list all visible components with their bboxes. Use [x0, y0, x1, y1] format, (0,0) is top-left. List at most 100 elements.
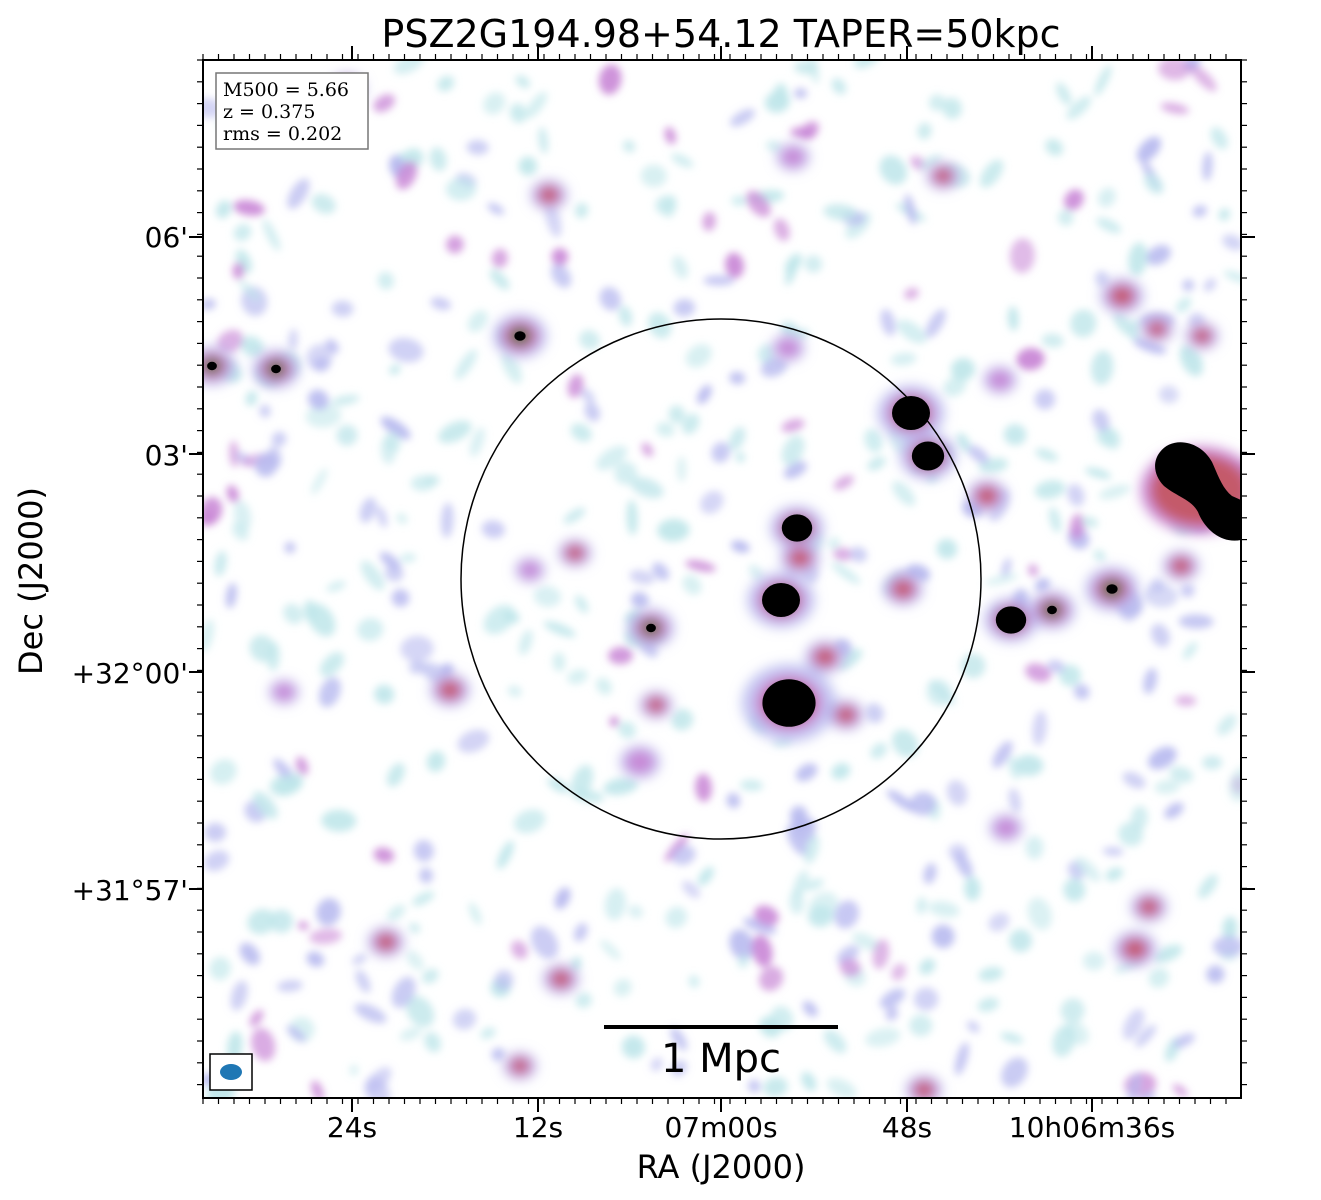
noise-blob: [203, 497, 223, 525]
noise-blob: [770, 1006, 794, 1032]
noise-blob: [545, 202, 562, 238]
noise-blob: [648, 312, 672, 339]
noise-blob: [916, 897, 927, 914]
noise-blob: [1096, 427, 1116, 446]
noise-blob: [630, 477, 664, 499]
noise-blob: [763, 1077, 788, 1098]
noise-blob: [879, 988, 906, 1009]
source-envelope: [273, 683, 295, 701]
noise-blob: [1158, 60, 1191, 81]
source-envelope: [625, 750, 655, 774]
noise-blob: [1025, 663, 1052, 683]
noise-blob: [481, 520, 505, 539]
noise-blob: [446, 235, 464, 254]
noise-blob: [437, 75, 455, 92]
noise-blob: [225, 582, 237, 609]
noise-blob: [685, 560, 716, 572]
noise-blob: [510, 940, 528, 960]
noise-blob: [321, 809, 357, 832]
y-tick-label: +31°57': [72, 874, 188, 907]
noise-blob: [1084, 467, 1112, 479]
noise-blob: [1014, 754, 1044, 776]
noise-blob: [833, 547, 852, 562]
noise-blob: [730, 540, 750, 553]
noise-blob: [391, 588, 410, 607]
noise-blob: [552, 652, 566, 672]
noise-blob: [1098, 484, 1131, 500]
noise-blob: [277, 980, 303, 992]
noise-blob: [1222, 916, 1238, 941]
noise-blob: [309, 928, 343, 945]
noise-blob: [867, 456, 886, 471]
noise-blob: [319, 652, 345, 677]
noise-blob: [880, 308, 896, 336]
noise-blob: [262, 219, 281, 251]
noise-blob: [518, 156, 538, 176]
noise-blob: [609, 716, 619, 727]
noise-blob: [1081, 516, 1099, 528]
noise-blob: [688, 975, 700, 988]
noise-blob: [1009, 238, 1035, 274]
noise-blob: [1000, 1032, 1024, 1044]
noise-blob: [543, 621, 576, 638]
noise-blob: [781, 435, 805, 466]
noise-blob: [831, 763, 851, 780]
noise-blob: [910, 791, 937, 816]
noise-blob: [801, 1071, 817, 1092]
info-box: M500 = 5.66 z = 0.375 rms = 0.202: [215, 72, 369, 150]
noise-blob: [1057, 209, 1074, 226]
noise-blob: [1182, 641, 1198, 660]
noise-blob: [1032, 710, 1047, 746]
noise-blob: [672, 255, 689, 279]
noise-blob: [326, 580, 346, 592]
noise-blob: [573, 922, 588, 942]
noise-blob: [238, 279, 261, 302]
noise-blob: [1173, 1033, 1195, 1048]
x-tick-label: 24s: [327, 1111, 377, 1144]
noise-blob: [1192, 205, 1207, 218]
noise-blob: [1172, 1084, 1188, 1097]
noise-blob: [1009, 929, 1033, 953]
noise-blob: [657, 518, 690, 542]
noise-blob: [1190, 64, 1217, 92]
noise-blob: [950, 358, 975, 381]
noise-blob: [389, 364, 401, 375]
noise-blob: [703, 275, 735, 286]
noise-blob: [865, 703, 884, 724]
noise-blob: [629, 569, 655, 585]
noise-blob: [967, 445, 989, 464]
noise-blob: [600, 939, 621, 960]
noise-blob: [702, 211, 716, 232]
noise-blob: [751, 934, 773, 967]
noise-blob: [681, 413, 700, 435]
noise-blob: [203, 850, 230, 872]
noise-blob: [1202, 755, 1223, 770]
noise-blob: [682, 574, 702, 595]
noise-blob: [360, 560, 385, 591]
noise-blob: [440, 502, 454, 538]
noise-blob: [943, 376, 967, 397]
noise-blob: [1164, 802, 1184, 819]
noise-blob: [839, 958, 861, 977]
noise-blob: [507, 685, 522, 697]
noise-blob: [1001, 557, 1012, 578]
noise-blob: [445, 177, 477, 201]
noise-blob: [754, 905, 779, 926]
noise-blob: [1223, 270, 1241, 283]
noise-blob: [515, 75, 531, 89]
noise-blob: [942, 97, 962, 119]
noise-blob: [252, 791, 278, 820]
noise-blob: [1073, 683, 1090, 700]
noise-blob: [567, 374, 584, 398]
noise-blob: [554, 887, 571, 910]
noise-blob: [247, 908, 276, 935]
noise-blob: [695, 773, 712, 802]
noise-blob: [626, 499, 638, 536]
noise-blob: [1035, 448, 1059, 462]
noise-blob: [288, 328, 298, 351]
noise-blob: [737, 954, 749, 969]
source-body: [892, 580, 914, 598]
info-m500: M500 = 5.66: [223, 79, 349, 101]
noise-blob: [1034, 389, 1056, 410]
noise-blob: [596, 677, 612, 695]
